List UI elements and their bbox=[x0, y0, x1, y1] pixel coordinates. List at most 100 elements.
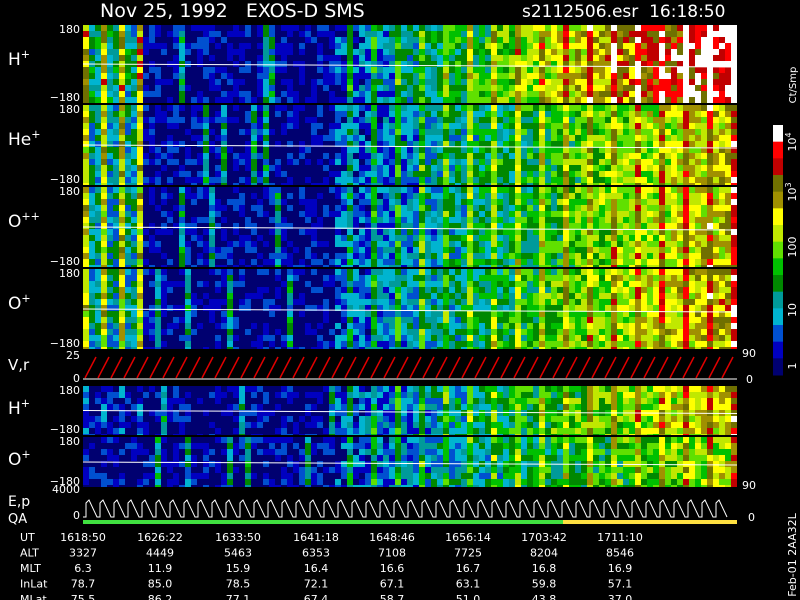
cell bbox=[185, 293, 191, 299]
cell bbox=[533, 217, 539, 223]
cell bbox=[305, 193, 311, 199]
cell bbox=[725, 49, 731, 55]
cell bbox=[413, 105, 419, 111]
cell bbox=[629, 259, 635, 265]
cell bbox=[557, 153, 563, 159]
cell bbox=[521, 235, 527, 241]
cell bbox=[725, 117, 731, 123]
cell bbox=[233, 85, 239, 91]
cell bbox=[179, 199, 185, 205]
cell bbox=[191, 223, 197, 229]
cell bbox=[131, 299, 137, 305]
cell bbox=[287, 55, 293, 61]
cell bbox=[269, 217, 275, 223]
cell bbox=[221, 43, 227, 49]
cell bbox=[209, 37, 215, 43]
cell bbox=[293, 265, 299, 267]
cell bbox=[335, 265, 341, 267]
cell bbox=[389, 259, 395, 265]
cell bbox=[461, 165, 467, 171]
cell bbox=[707, 171, 713, 177]
cell bbox=[323, 241, 329, 247]
cell bbox=[221, 171, 227, 177]
cell bbox=[305, 141, 311, 147]
cell bbox=[179, 265, 185, 267]
cell bbox=[647, 111, 653, 117]
cell bbox=[149, 311, 155, 317]
cell bbox=[569, 223, 575, 229]
cell bbox=[185, 159, 191, 165]
cell bbox=[593, 91, 599, 97]
cell bbox=[245, 31, 251, 37]
cell bbox=[161, 49, 167, 55]
cell bbox=[569, 217, 575, 223]
cell bbox=[95, 193, 101, 199]
cell bbox=[293, 347, 299, 349]
cell bbox=[203, 97, 209, 103]
cell bbox=[677, 43, 683, 49]
cell bbox=[653, 229, 659, 235]
cell bbox=[725, 199, 731, 205]
cell bbox=[143, 269, 149, 275]
cell bbox=[347, 223, 353, 229]
cell bbox=[383, 217, 389, 223]
cell bbox=[455, 135, 461, 141]
cell bbox=[299, 311, 305, 317]
cell bbox=[299, 61, 305, 67]
cell bbox=[599, 165, 605, 171]
cell bbox=[701, 241, 707, 247]
cell bbox=[317, 129, 323, 135]
cell bbox=[287, 335, 293, 341]
cell bbox=[617, 253, 623, 259]
cell bbox=[503, 259, 509, 265]
cell bbox=[167, 147, 173, 153]
cell bbox=[467, 235, 473, 241]
cell bbox=[545, 193, 551, 199]
cell bbox=[251, 183, 257, 185]
cell bbox=[365, 199, 371, 205]
cell bbox=[329, 223, 335, 229]
cell bbox=[491, 199, 497, 205]
cell bbox=[587, 253, 593, 259]
cell bbox=[173, 211, 179, 217]
cell bbox=[617, 55, 623, 61]
cell bbox=[275, 211, 281, 217]
cell bbox=[683, 37, 689, 43]
cell bbox=[131, 31, 137, 37]
cell bbox=[383, 259, 389, 265]
cell bbox=[689, 97, 695, 103]
cell bbox=[311, 91, 317, 97]
cell bbox=[101, 91, 107, 97]
cell bbox=[197, 49, 203, 55]
cell bbox=[143, 187, 149, 193]
cell bbox=[221, 165, 227, 171]
cell bbox=[215, 211, 221, 217]
cell bbox=[137, 293, 143, 299]
cell bbox=[437, 31, 443, 37]
cell bbox=[425, 171, 431, 177]
cell bbox=[191, 31, 197, 37]
cell bbox=[383, 117, 389, 123]
cell bbox=[335, 117, 341, 123]
cell bbox=[335, 165, 341, 171]
cell bbox=[527, 223, 533, 229]
cell bbox=[383, 193, 389, 199]
cell bbox=[611, 217, 617, 223]
cell bbox=[323, 117, 329, 123]
cell bbox=[197, 165, 203, 171]
cell bbox=[449, 253, 455, 259]
cell bbox=[515, 31, 521, 37]
cell bbox=[125, 25, 131, 31]
cell bbox=[245, 123, 251, 129]
cell bbox=[119, 25, 125, 31]
cell bbox=[641, 55, 647, 61]
cell bbox=[95, 135, 101, 141]
cell bbox=[371, 229, 377, 235]
cell bbox=[701, 183, 707, 185]
cell bbox=[311, 141, 317, 147]
cell bbox=[599, 217, 605, 223]
cell bbox=[665, 199, 671, 205]
cell bbox=[257, 129, 263, 135]
cell bbox=[197, 305, 203, 311]
cell bbox=[119, 135, 125, 141]
